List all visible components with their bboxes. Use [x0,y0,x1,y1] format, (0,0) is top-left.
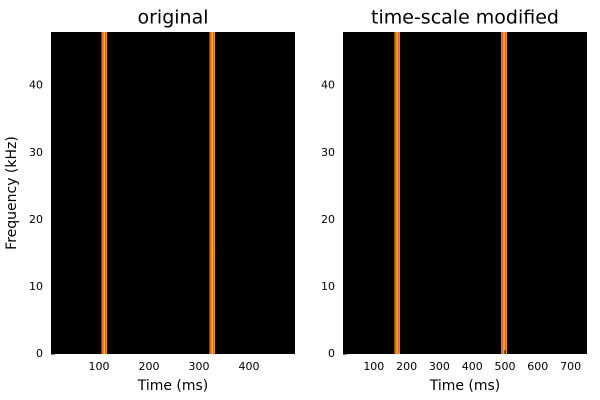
y-tick-label: 40 [29,79,43,92]
x-axis-label: Time (ms) [429,378,501,394]
y-axis-label: Frequency (kHz) [4,136,20,250]
x-tick-label: 100 [363,360,384,373]
x-tick-label: 400 [239,360,260,373]
energy-band-core [102,32,106,354]
energy-band-core [502,32,506,354]
energy-band-core [395,32,400,354]
plot-background [51,32,295,354]
y-tick-label: 20 [29,213,43,226]
chart-title: original [137,7,208,29]
x-tick-label: 100 [89,360,110,373]
y-tick-label: 30 [321,146,335,159]
chart-title: time-scale modified [371,7,559,29]
x-tick-label: 500 [495,360,516,373]
y-tick-label: 20 [321,213,335,226]
x-tick-label: 700 [560,360,581,373]
plot-background [343,32,587,354]
x-tick-label: 300 [189,360,210,373]
x-tick-label: 200 [396,360,417,373]
energy-band-core [210,32,214,354]
y-tick-label: 0 [328,347,335,360]
y-tick-label: 10 [321,280,335,293]
x-tick-label: 400 [462,360,483,373]
x-tick-label: 200 [139,360,160,373]
x-tick-label: 300 [429,360,450,373]
y-tick-label: 0 [36,347,43,360]
y-tick-label: 30 [29,146,43,159]
y-tick-label: 10 [29,280,43,293]
x-axis-label: Time (ms) [137,378,209,394]
x-tick-label: 600 [527,360,548,373]
y-tick-label: 40 [321,79,335,92]
